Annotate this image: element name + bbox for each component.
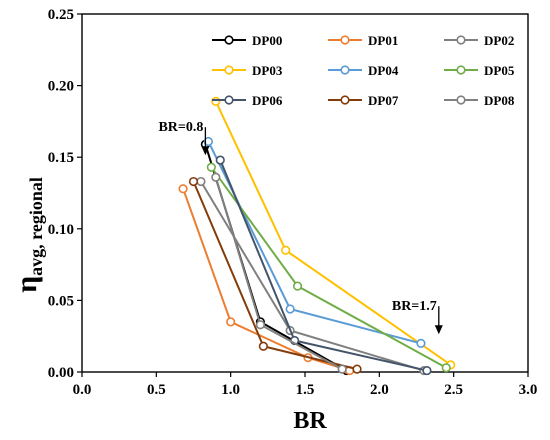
x-tick-label: 2.5 — [444, 382, 463, 398]
legend-entry-dp05: DP05 — [444, 63, 515, 78]
legend-entry-dp08: DP08 — [444, 93, 515, 108]
legend-marker — [456, 35, 466, 45]
legend-marker — [224, 35, 234, 45]
legend-label: DP08 — [484, 93, 515, 108]
series-line-dp04 — [207, 141, 422, 345]
series-line-dp01 — [182, 188, 350, 372]
x-tick-label: 1.0 — [221, 382, 240, 398]
data-point-dp07 — [188, 176, 199, 187]
legend-label: DP01 — [368, 33, 398, 48]
legend-entry-dp07: DP07 — [328, 93, 399, 108]
data-point-dp04 — [203, 136, 213, 147]
y-axis-title-sub: avg, regional — [26, 177, 46, 276]
data-point-dp07 — [258, 341, 268, 351]
legend-label: DP02 — [484, 33, 514, 48]
annotation-arrow-head — [201, 146, 210, 156]
data-point-dp08 — [337, 364, 347, 374]
data-point-dp04 — [416, 338, 426, 348]
legend-label: DP00 — [252, 33, 282, 48]
series-dp03 — [211, 96, 456, 370]
legend-marker — [224, 65, 234, 75]
legend: DP00 DP01 DP02 DP03 DP04 DP05 DP06 DP07 DP08 — [212, 33, 515, 108]
x-tick-label: 2.0 — [370, 382, 389, 398]
legend-label: DP05 — [484, 63, 515, 78]
series-dp07 — [188, 176, 362, 374]
y-tick-label: 0.25 — [48, 7, 74, 23]
data-point-dp08 — [211, 172, 221, 182]
annotation-label: BR=1.7 — [392, 299, 437, 314]
data-point-dp05 — [206, 162, 216, 172]
y-tick-label: 0.05 — [48, 293, 74, 309]
legend-label: DP07 — [368, 93, 399, 108]
y-tick-label: 0.20 — [48, 79, 74, 95]
y-tick-label: 0.15 — [48, 150, 74, 166]
annotations: BR=0.8 BR=1.7 — [158, 120, 443, 335]
data-point-dp06 — [422, 365, 432, 376]
y-tick-label: 0.10 — [48, 222, 74, 238]
legend-entry-dp03: DP03 — [212, 63, 283, 78]
x-tick-label: 0.0 — [73, 382, 92, 398]
data-point-dp08 — [255, 320, 266, 330]
y-axis-title: ηavg, regional — [10, 177, 46, 293]
legend-label: DP03 — [252, 63, 283, 78]
legend-marker — [456, 95, 466, 105]
y-axis-title-main: η — [10, 276, 43, 293]
data-point-dp01 — [178, 184, 188, 194]
data-point-dp05 — [292, 281, 303, 291]
x-axis-title: BR — [293, 408, 327, 434]
x-tick-label: 3.0 — [519, 382, 538, 398]
series-dp08 — [211, 172, 347, 374]
x-tick-label: 0.5 — [147, 382, 166, 398]
legend-entry-dp04: DP04 — [328, 63, 399, 78]
data-point-dp03 — [211, 96, 221, 106]
legend-marker — [340, 95, 350, 105]
legend-marker — [224, 95, 234, 105]
data-point-dp02 — [196, 176, 206, 187]
data-point-dp05 — [441, 363, 451, 373]
x-tick-label: 1.5 — [296, 382, 315, 398]
legend-entry-dp02: DP02 — [444, 33, 514, 48]
legend-marker — [456, 65, 466, 75]
legend-marker — [340, 35, 350, 45]
legend-marker — [340, 65, 350, 75]
data-point-dp01 — [226, 317, 236, 327]
annotation-arrow-head — [434, 325, 443, 335]
series-layer — [178, 96, 456, 376]
legend-label: DP04 — [368, 63, 399, 78]
y-tick-label: 0.00 — [48, 365, 74, 381]
axis-ticks: 0.0 0.5 1.0 1.5 2.0 2.5 3.0 0.00 0.05 0.10 0.15 0.2… — [48, 7, 538, 398]
legend-entry-dp01: DP01 — [328, 33, 398, 48]
legend-label: DP06 — [252, 93, 283, 108]
data-point-dp04 — [285, 304, 295, 314]
legend-entry-dp00: DP00 — [212, 33, 282, 48]
annotation-label: BR=0.8 — [158, 120, 203, 135]
data-point-dp03 — [281, 245, 291, 255]
data-point-dp06 — [215, 155, 225, 165]
legend-entry-dp06: DP06 — [212, 93, 283, 108]
data-point-dp07 — [352, 364, 362, 374]
